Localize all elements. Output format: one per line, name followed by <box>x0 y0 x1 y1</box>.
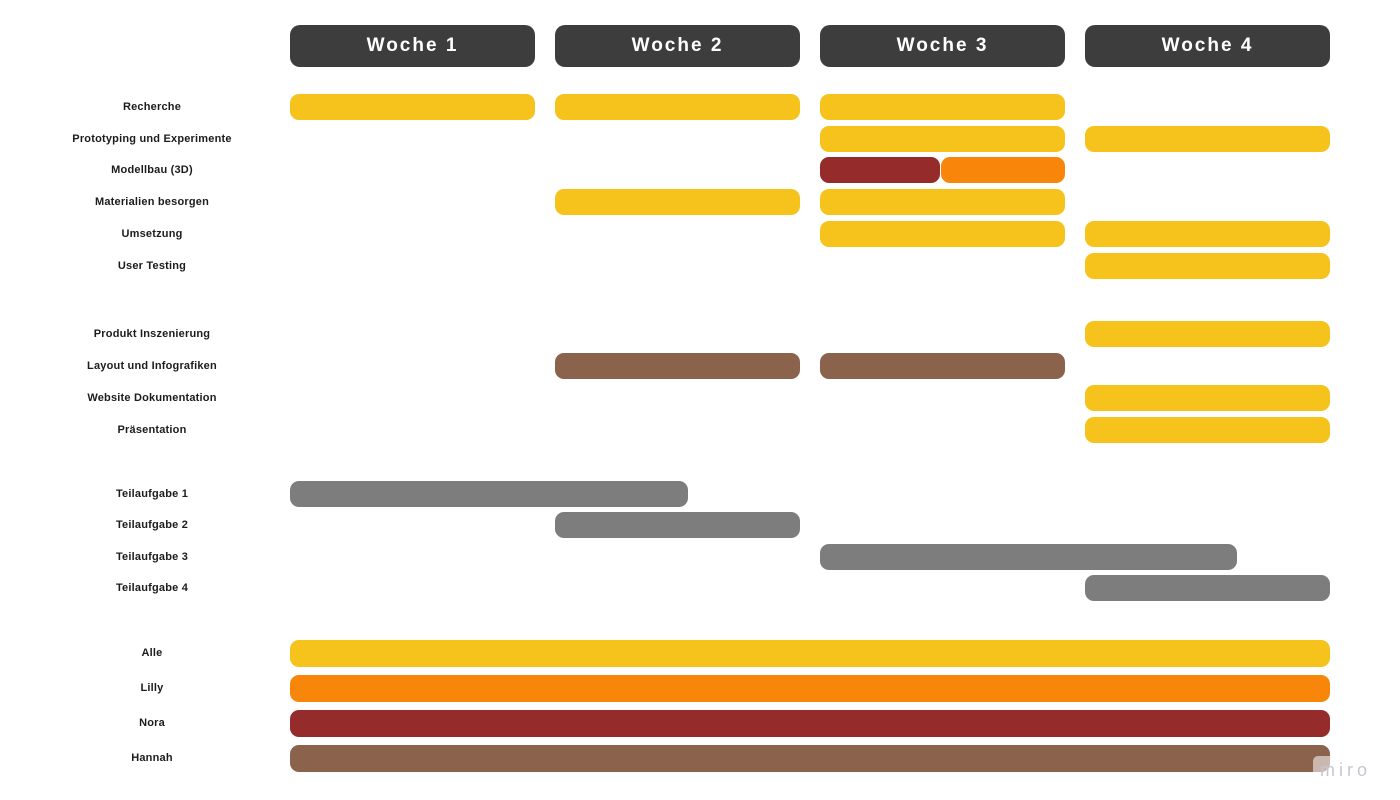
bar-user-testing-1[interactable] <box>1085 253 1330 279</box>
bar-umsetzung-1[interactable] <box>820 221 1065 247</box>
bar-produkt-inszenierung-1[interactable] <box>1085 321 1330 347</box>
label-teilaufgabe-2: Teilaufgabe 2 <box>115 519 189 531</box>
bar-legend-lilly-1[interactable] <box>290 675 1330 702</box>
bar-recherche-3[interactable] <box>820 94 1065 120</box>
miro-logo: miro <box>1320 760 1371 780</box>
week-header-1[interactable]: Woche 1 <box>290 25 535 67</box>
bar-praesentation-1[interactable] <box>1085 417 1330 443</box>
bar-teilaufgabe-2-1[interactable] <box>555 512 800 538</box>
label-legend-hannah: Hannah <box>131 752 173 764</box>
bar-layout-und-infografiken-2[interactable] <box>820 353 1065 379</box>
label-user-testing: User Testing <box>117 260 187 272</box>
bar-prototyping-und-experimente-1[interactable] <box>820 126 1065 152</box>
label-website-dokumentation: Website Dokumentation <box>87 392 217 404</box>
label-legend-alle: Alle <box>141 647 163 659</box>
week-header-2[interactable]: Woche 2 <box>555 25 800 67</box>
label-teilaufgabe-1: Teilaufgabe 1 <box>115 488 189 500</box>
bar-legend-nora-1[interactable] <box>290 710 1330 737</box>
bar-layout-und-infografiken-1[interactable] <box>555 353 800 379</box>
label-produkt-inszenierung: Produkt Inszenierung <box>93 328 211 340</box>
bar-legend-alle-1[interactable] <box>290 640 1330 667</box>
bar-legend-hannah-1[interactable] <box>290 745 1330 772</box>
week-header-4[interactable]: Woche 4 <box>1085 25 1330 67</box>
bar-website-dokumentation-1[interactable] <box>1085 385 1330 411</box>
bar-materialien-besorgen-1[interactable] <box>555 189 800 215</box>
label-prototyping-und-experimente: Prototyping und Experimente <box>72 133 232 145</box>
week-header-3[interactable]: Woche 3 <box>820 25 1065 67</box>
label-teilaufgabe-4: Teilaufgabe 4 <box>115 582 189 594</box>
label-teilaufgabe-3: Teilaufgabe 3 <box>115 551 189 563</box>
label-legend-nora: Nora <box>139 717 165 729</box>
bar-modellbau-3d-1[interactable] <box>820 157 940 183</box>
bar-teilaufgabe-4-1[interactable] <box>1085 575 1330 601</box>
bar-prototyping-und-experimente-2[interactable] <box>1085 126 1330 152</box>
label-praesentation: Präsentation <box>117 424 187 436</box>
label-umsetzung: Umsetzung <box>121 228 183 240</box>
bar-materialien-besorgen-2[interactable] <box>820 189 1065 215</box>
label-materialien-besorgen: Materialien besorgen <box>94 196 210 208</box>
bar-recherche-1[interactable] <box>290 94 535 120</box>
bar-teilaufgabe-3-1[interactable] <box>820 544 1237 570</box>
bar-recherche-2[interactable] <box>555 94 800 120</box>
label-legend-lilly: Lilly <box>140 682 164 694</box>
label-layout-und-infografiken: Layout und Infografiken <box>87 360 217 372</box>
miro-watermark-box <box>1313 756 1347 786</box>
bar-teilaufgabe-1-1[interactable] <box>290 481 688 507</box>
bar-modellbau-3d-2[interactable] <box>941 157 1065 183</box>
label-modellbau-3d: Modellbau (3D) <box>111 164 193 176</box>
label-recherche: Recherche <box>122 101 182 113</box>
bar-umsetzung-2[interactable] <box>1085 221 1330 247</box>
